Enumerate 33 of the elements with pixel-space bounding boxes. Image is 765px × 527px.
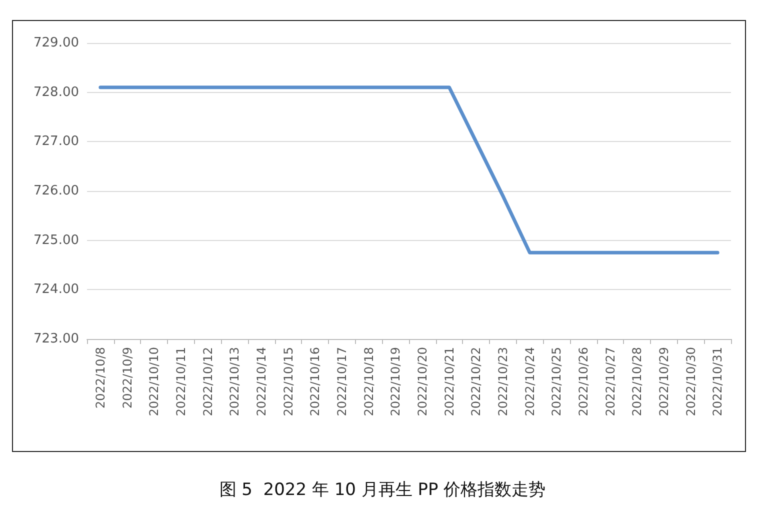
x-tick-label: 2022/10/23	[496, 347, 510, 416]
x-tick-label: 2022/10/21	[442, 347, 456, 416]
x-tick-label: 2022/10/26	[576, 347, 590, 416]
x-tick-label: 2022/10/19	[388, 347, 403, 416]
x-tick-label: 2022/10/25	[550, 347, 564, 416]
x-tick-label: 2022/10/27	[603, 347, 618, 416]
x-tick-label: 2022/10/12	[200, 347, 215, 416]
y-tick-label: 725.00	[34, 232, 79, 248]
y-tick-label: 728.00	[34, 84, 79, 100]
x-tick-label: 2022/10/16	[308, 347, 322, 416]
y-tick-label: 726.00	[34, 184, 79, 198]
y-tick-label: 723.00	[34, 332, 79, 346]
x-tick-label: 2022/10/9	[120, 347, 134, 409]
x-tick-label: 2022/10/24	[522, 347, 537, 416]
x-tick-label: 2022/10/30	[684, 347, 698, 416]
y-tick-label: 724.00	[34, 282, 79, 298]
x-tick-label: 2022/10/15	[281, 347, 296, 416]
line-series	[98, 86, 720, 254]
y-tick-label: 727.00	[34, 134, 79, 150]
x-tick-label: 2022/10/10	[147, 347, 162, 416]
x-tick-label: 2022/10/31	[710, 347, 725, 416]
x-tick-label: 2022/10/8	[93, 347, 108, 409]
x-tick-label: 2022/10/18	[362, 347, 376, 416]
x-tick-label: 2022/10/20	[415, 347, 430, 416]
x-tick-label: 2022/10/13	[228, 347, 242, 416]
x-tick-label: 2022/10/28	[630, 347, 644, 416]
x-tick-label: 2022/10/22	[469, 347, 484, 416]
x-tick-label: 2022/10/17	[334, 347, 349, 416]
x-tick-label: 2022/10/29	[656, 347, 671, 416]
y-tick-label: 729.00	[34, 36, 79, 50]
x-tick-label: 2022/10/14	[254, 347, 268, 416]
caption: 图 5 2022 年 10 月再生 PP 价格指数走势	[218, 479, 547, 501]
x-tick-label: 2022/10/11	[174, 347, 188, 416]
